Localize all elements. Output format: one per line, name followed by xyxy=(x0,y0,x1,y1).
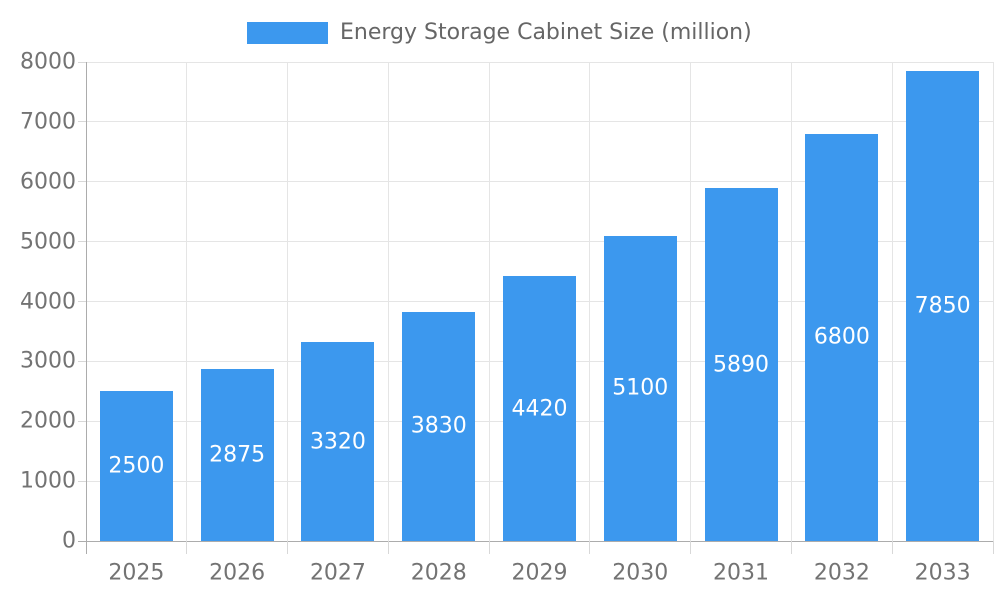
bar-value-label: 7850 xyxy=(914,293,971,319)
y-axis-tick-label: 0 xyxy=(62,528,76,554)
legend-swatch xyxy=(247,22,328,44)
x-axis-tick-label: 2026 xyxy=(209,560,266,586)
gridline-vertical xyxy=(287,62,289,541)
gridline-horizontal xyxy=(86,540,993,542)
gridline-vertical xyxy=(992,62,994,541)
bar-value-label: 5100 xyxy=(612,375,669,401)
x-tick-mark xyxy=(387,541,389,554)
y-tick-mark xyxy=(78,360,86,362)
x-tick-mark xyxy=(891,541,893,554)
x-axis-tick-label: 2029 xyxy=(511,560,568,586)
x-axis-tick-label: 2028 xyxy=(410,560,467,586)
bar xyxy=(704,188,778,541)
y-tick-mark xyxy=(78,241,86,243)
legend-item[interactable]: Energy Storage Cabinet Size (million) xyxy=(247,22,752,44)
legend-label: Energy Storage Cabinet Size (million) xyxy=(340,20,752,45)
gridline-vertical xyxy=(85,62,87,541)
x-tick-mark xyxy=(589,541,591,554)
x-tick-mark xyxy=(992,541,994,554)
bar-value-label: 3320 xyxy=(309,429,366,455)
y-axis-tick-label: 7000 xyxy=(20,109,76,135)
bar-value-label: 3830 xyxy=(410,413,467,439)
bar xyxy=(805,133,879,541)
x-axis-tick-label: 2027 xyxy=(309,560,366,586)
x-axis-tick-label: 2030 xyxy=(612,560,669,586)
y-axis-tick-label: 8000 xyxy=(20,49,76,75)
x-tick-mark xyxy=(690,541,692,554)
y-tick-mark xyxy=(78,480,86,482)
y-tick-mark xyxy=(78,301,86,302)
x-tick-mark xyxy=(488,541,490,554)
gridline-vertical xyxy=(589,62,591,541)
y-tick-mark xyxy=(78,181,86,183)
bar-value-label: 5890 xyxy=(713,352,770,378)
bar xyxy=(99,391,173,541)
x-tick-mark xyxy=(85,541,87,554)
bar xyxy=(402,311,476,541)
bar xyxy=(301,342,375,541)
y-axis-tick-label: 4000 xyxy=(20,289,76,314)
x-axis-tick-label: 2032 xyxy=(813,560,870,586)
bar xyxy=(200,368,274,541)
gridline-vertical xyxy=(690,62,692,541)
x-tick-mark xyxy=(186,541,188,554)
y-tick-mark xyxy=(78,420,86,422)
gridline-horizontal xyxy=(86,61,993,63)
bar-value-label: 2875 xyxy=(209,442,266,468)
x-tick-mark xyxy=(287,541,289,554)
x-axis-tick-label: 2033 xyxy=(914,560,971,586)
x-tick-mark xyxy=(790,541,792,554)
bar xyxy=(906,70,980,541)
y-axis-tick-label: 3000 xyxy=(20,348,76,374)
y-tick-mark xyxy=(78,121,86,123)
bar-value-label: 6800 xyxy=(813,324,870,350)
gridline-vertical xyxy=(186,62,188,541)
x-axis-tick-label: 2025 xyxy=(108,560,165,586)
y-tick-mark xyxy=(78,61,86,63)
y-axis-tick-label: 2000 xyxy=(20,408,76,434)
bar-value-label: 2500 xyxy=(108,453,165,479)
bar xyxy=(503,276,576,541)
gridline-vertical xyxy=(488,62,490,541)
gridline-horizontal xyxy=(86,121,993,123)
gridline-horizontal xyxy=(86,241,993,243)
gridline-vertical xyxy=(891,62,893,541)
x-axis-tick-label: 2031 xyxy=(713,560,770,586)
y-axis-tick-label: 6000 xyxy=(20,169,76,195)
y-axis-tick-label: 5000 xyxy=(20,229,76,255)
gridline-horizontal xyxy=(86,181,993,183)
gridline-vertical xyxy=(790,62,792,541)
y-axis-tick-label: 1000 xyxy=(20,468,76,494)
gridline-vertical xyxy=(387,62,389,541)
bar-value-label: 4420 xyxy=(511,396,568,422)
bar xyxy=(603,235,677,541)
y-tick-mark xyxy=(78,540,86,542)
